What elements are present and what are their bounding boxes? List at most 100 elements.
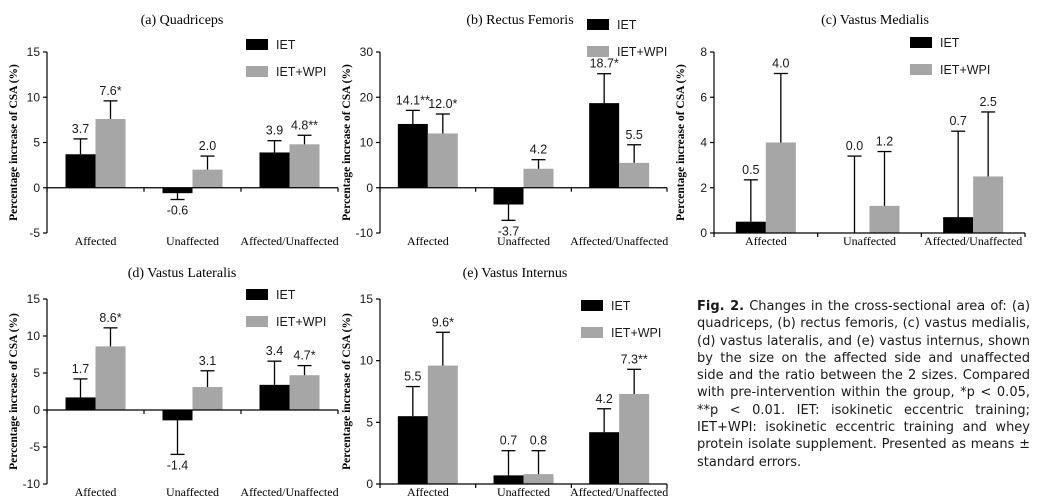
legend-swatch-c-iet — [910, 37, 932, 48]
data-label-b-iet-wpi-ratio: 5.5 — [625, 128, 642, 142]
data-label-b-iet-affected: 14.1** — [396, 93, 430, 107]
data-label-b-iet-unaffected: -3.7 — [498, 224, 520, 238]
bar-b-iet-ratio — [589, 103, 620, 188]
legend-swatch-a-iet — [246, 39, 268, 50]
data-label-b-iet-ratio: 18.7* — [590, 57, 619, 71]
legend-swatch-b-iet-wpi — [587, 46, 609, 57]
legend-swatch-e-iet-wpi — [581, 327, 603, 338]
data-label-a-iet-affected: 3.7 — [72, 122, 89, 136]
ytick-label-b-2: 10 — [360, 136, 374, 150]
bar-a-iet-affected — [65, 154, 96, 188]
xtick-label-c-ratio: Affected/Unaffected — [924, 234, 1022, 248]
data-label-d-iet-unaffected: -1.4 — [167, 458, 189, 472]
bar-c-iet-wpi-affected — [765, 142, 796, 233]
legend-label-a-iet: IET — [276, 38, 296, 52]
legend-swatch-e-iet — [581, 300, 603, 311]
ytick-label-b-4: 30 — [360, 45, 374, 59]
caption-lead: Fig. 2. — [697, 299, 745, 314]
xtick-label-e-affected: Affected — [407, 485, 449, 499]
data-label-e-iet-wpi-ratio: 7.3** — [621, 352, 648, 366]
bar-e-iet-wpi-affected — [427, 365, 458, 484]
ytick-label-a-0: -5 — [29, 226, 40, 240]
ytick-label-b-3: 20 — [360, 90, 374, 104]
bar-b-iet-wpi-affected — [427, 133, 458, 188]
xtick-label-b-unaffected: Unaffected — [497, 234, 550, 248]
ytick-label-c-3: 6 — [700, 90, 707, 104]
bar-e-iet-ratio — [589, 432, 620, 484]
data-label-e-iet-wpi-affected: 9.6* — [432, 315, 454, 329]
bar-c-iet-wpi-unaffected — [869, 205, 900, 233]
bar-b-iet-affected — [397, 123, 428, 188]
ytick-label-a-1: 0 — [33, 181, 40, 195]
ytick-label-d-4: 10 — [27, 329, 41, 343]
ytick-label-d-0: -10 — [23, 477, 41, 491]
bar-e-iet-unaffected — [493, 475, 524, 484]
bar-a-iet-wpi-affected — [95, 118, 126, 188]
ytick-label-a-2: 5 — [33, 136, 40, 150]
bar-e-iet-wpi-ratio — [619, 393, 650, 484]
legend-swatch-d-iet-wpi — [246, 316, 268, 327]
data-label-d-iet-wpi-affected: 8.6* — [99, 311, 121, 325]
ytick-label-e-1: 5 — [366, 415, 373, 429]
bar-d-iet-wpi-affected — [95, 346, 126, 410]
chart-a-ylabel: Percentage increase of CSA (%) — [8, 64, 20, 221]
data-label-e-iet-affected: 5.5 — [404, 370, 421, 384]
legend-swatch-b-iet — [587, 19, 609, 30]
xtick-label-c-unaffected: Unaffected — [843, 234, 896, 248]
legend-label-d-iet: IET — [276, 288, 296, 302]
legend-label-b-iet: IET — [617, 18, 637, 32]
ytick-label-c-4: 8 — [700, 45, 707, 59]
legend-label-e-iet-wpi: IET+WPI — [611, 326, 661, 340]
legend-label-c-iet: IET — [940, 36, 960, 50]
ytick-label-c-2: 4 — [700, 136, 707, 150]
data-label-c-iet-affected: 0.5 — [742, 163, 759, 177]
ytick-label-b-0: -10 — [356, 226, 374, 240]
data-label-c-iet-wpi-affected: 4.0 — [772, 56, 789, 70]
xtick-label-b-affected: Affected — [407, 234, 449, 248]
data-label-a-iet-wpi-affected: 7.6* — [99, 84, 121, 98]
bar-b-iet-wpi-ratio — [619, 162, 650, 188]
bar-a-iet-wpi-unaffected — [192, 169, 223, 188]
bar-d-iet-wpi-unaffected — [192, 387, 223, 410]
data-label-a-iet-unaffected: -0.6 — [167, 204, 189, 218]
chart-b-title: (b) Rectus Femoris — [466, 13, 573, 28]
chart-d-title: (d) Vastus Lateralis — [128, 266, 237, 281]
data-label-a-iet-wpi-ratio: 4.8** — [291, 118, 318, 132]
chart-e-ylabel: Percentage increase of CSA (%) — [341, 313, 353, 470]
data-label-b-iet-wpi-unaffected: 4.2 — [530, 143, 547, 157]
data-label-d-iet-ratio: 3.4 — [266, 344, 283, 358]
legend-swatch-c-iet-wpi — [910, 64, 932, 75]
xtick-label-d-affected: Affected — [75, 485, 117, 499]
chart-c-ylabel: Percentage increase of CSA (%) — [675, 64, 687, 221]
ytick-label-e-0: 0 — [366, 477, 373, 491]
legend-label-a-iet-wpi: IET+WPI — [276, 65, 326, 79]
bar-a-iet-wpi-ratio — [289, 144, 320, 188]
xtick-label-e-ratio: Affected/Unaffected — [570, 485, 668, 499]
ytick-label-d-2: 0 — [33, 403, 40, 417]
ytick-label-d-5: 15 — [27, 292, 41, 306]
xtick-label-a-unaffected: Unaffected — [166, 234, 219, 248]
bar-d-iet-ratio — [259, 384, 290, 410]
bar-a-iet-unaffected — [162, 187, 193, 194]
ytick-label-a-3: 10 — [27, 90, 41, 104]
bar-c-iet-affected — [735, 221, 766, 233]
bar-c-iet-wpi-ratio — [973, 176, 1004, 233]
ytick-label-d-3: 5 — [33, 366, 40, 380]
chart-c-title: (c) Vastus Medialis — [821, 13, 929, 28]
legend-label-d-iet-wpi: IET+WPI — [276, 315, 326, 329]
xtick-label-a-affected: Affected — [75, 234, 117, 248]
ytick-label-e-3: 15 — [360, 292, 374, 306]
data-label-c-iet-ratio: 0.7 — [949, 114, 966, 128]
ytick-label-c-0: 0 — [700, 226, 707, 240]
xtick-label-d-ratio: Affected/Unaffected — [240, 485, 338, 499]
bar-b-iet-unaffected — [493, 187, 524, 205]
data-label-c-iet-unaffected: 0.0 — [846, 139, 863, 153]
data-label-b-iet-wpi-affected: 12.0* — [428, 97, 457, 111]
legend-label-c-iet-wpi: IET+WPI — [940, 63, 990, 77]
chart-e-title: (e) Vastus Internus — [463, 266, 568, 281]
chart-c: (c) Vastus Medialis Percentage increase o… — [675, 13, 1026, 248]
legend-label-b-iet-wpi: IET+WPI — [617, 45, 667, 59]
ytick-label-b-1: 0 — [366, 181, 373, 195]
ytick-label-d-1: -5 — [29, 440, 40, 454]
chart-d: (d) Vastus Lateralis Percentage increase … — [8, 266, 339, 499]
